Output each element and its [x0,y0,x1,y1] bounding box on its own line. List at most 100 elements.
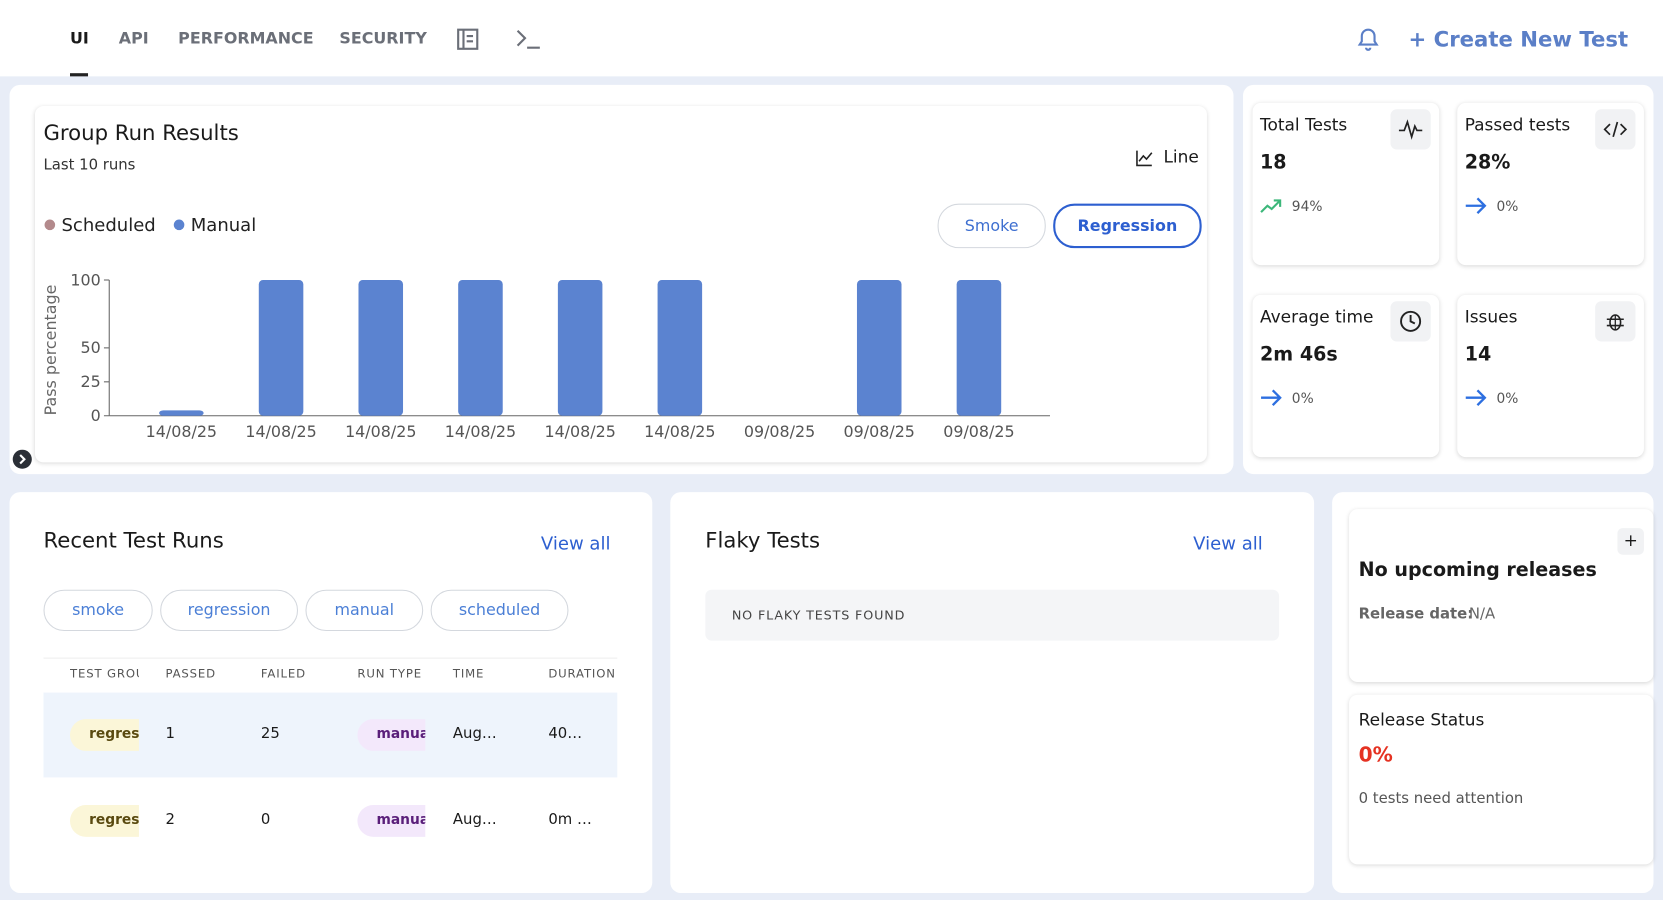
section-title: Recent Test Runs [43,527,224,553]
release-card [1349,509,1654,682]
column-header: RUN TYPE [357,667,422,681]
stat-change: 0% [1496,391,1519,408]
y-tick-label: 100 [70,270,100,289]
table-cell: 0m … [548,811,592,829]
column-header: TEST GROU [69,667,139,681]
stat-value: 18 [1259,151,1287,174]
table-header [43,657,618,694]
column-header: PASSED [165,667,216,681]
x-tick-label: 14/08/25 [445,422,516,441]
filter-chip[interactable]: regression [160,589,299,632]
stat-label: Total Tests [1259,114,1348,135]
x-tick-label: 14/08/25 [644,422,715,441]
stat-label: Issues [1464,306,1518,327]
table-row-highlight [43,692,618,778]
x-tick-label: 09/08/25 [844,422,915,441]
x-tick-label: 09/08/25 [744,422,815,441]
x-tick-label: 14/08/25 [544,422,615,441]
column-header: FAILED [260,667,306,681]
tab[interactable]: PERFORMANCE [178,28,314,48]
stat-icon [1595,109,1636,150]
legend-label: Manual [191,215,256,236]
stat-value: 28% [1464,151,1511,174]
run-type-tag: manua [357,719,426,751]
bar [856,279,902,416]
stat-trend-icon [1465,197,1488,218]
group-tag: regress [69,804,139,837]
add-button[interactable]: + [1617,528,1644,555]
view-all-link[interactable]: View all [540,533,611,555]
filter-chip[interactable]: smoke [43,589,153,632]
tab[interactable]: SECURITY [339,28,427,48]
stat-trend-icon [1260,197,1283,218]
group-tag: regress [69,719,139,751]
bar [956,279,1002,416]
x-tick-label: 14/08/25 [245,422,316,441]
stat-change: 0% [1496,199,1519,216]
table-cell: Aug… [452,811,497,829]
bar [557,279,603,416]
tab[interactable]: API [118,28,149,48]
header [0,0,1663,77]
filter-chip[interactable]: manual [305,589,424,632]
filter-button[interactable]: Smoke [937,203,1046,249]
filter-chip[interactable]: scheduled [430,589,569,632]
stat-trend-icon [1465,389,1488,410]
stat-trend-icon [1260,389,1283,410]
tab[interactable]: UI [69,28,89,48]
stat-icon [1390,109,1431,150]
flaky-panel [670,492,1315,894]
terminal-icon[interactable] [514,28,542,51]
chart-subtitle: Last 10 runs [43,156,136,174]
table-cell: 40… [548,725,583,743]
y-tick-label: 0 [91,406,101,425]
y-axis-label: Pass percentage [41,285,60,416]
stat-change: 94% [1291,199,1323,216]
legend-label: Scheduled [62,215,156,236]
table-cell: 2 [165,811,175,829]
y-tick-label: 25 [81,372,101,391]
create-test-button[interactable]: + Create New Test [1408,26,1629,52]
run-type-tag: manua [357,804,426,837]
view-all-link[interactable]: View all [1193,533,1263,555]
stat-icon [1595,301,1636,342]
release-status-title: Release Status [1358,709,1485,730]
filter-button[interactable]: Regression [1053,203,1202,249]
column-header: DURATION [548,667,616,681]
stat-value: 2m 46s [1259,343,1338,366]
release-status-card [1349,694,1654,865]
table-cell: 25 [260,725,280,743]
chart-toggle[interactable]: Line [1163,146,1199,167]
bell-icon[interactable] [1355,25,1380,53]
x-tick-label: 14/08/25 [146,422,217,441]
section-title: Flaky Tests [705,527,821,553]
table-cell: Aug… [452,725,497,743]
stat-label: Passed tests [1464,114,1571,135]
empty-message: NO FLAKY TESTS FOUND [731,607,906,623]
x-tick-label: 09/08/25 [943,422,1014,441]
release-status-value: 0% [1358,743,1393,767]
release-title: No upcoming releases [1358,558,1597,582]
x-tick-label: 14/08/25 [345,422,416,441]
release-status-note: 0 tests need attention [1358,790,1524,808]
bar [358,279,404,416]
table-cell: 0 [260,811,271,829]
bar [159,410,204,416]
release-date-label: Release date: [1358,605,1474,623]
bar [657,279,703,416]
chart: Pass percentage 0 25 50 100 Scheduled Manual 1… [41,215,1050,441]
bar [258,279,304,416]
release-date: N/A [1468,605,1496,623]
chart-title: Group Run Results [43,119,239,146]
stat-icon [1390,301,1431,342]
collapse-button[interactable] [12,449,33,470]
tab-underline [69,73,89,77]
legend-dot [173,219,185,231]
stat-label: Average time [1259,306,1374,327]
empty-box [705,589,1280,641]
docs-icon[interactable] [456,28,479,51]
column-header: TIME [452,667,485,681]
legend-dot [44,219,56,231]
